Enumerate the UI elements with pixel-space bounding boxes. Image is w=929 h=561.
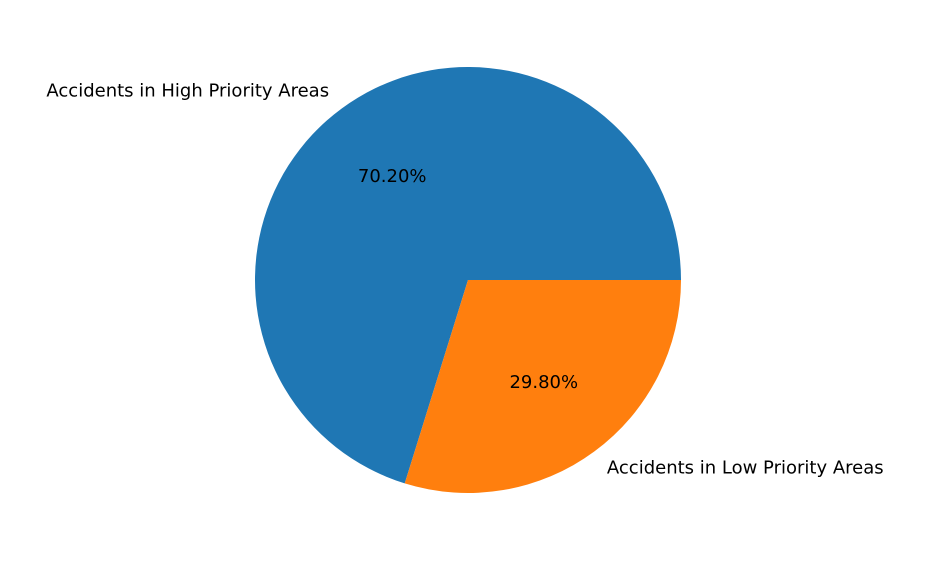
slice-percent-label: 29.80% [509, 372, 578, 393]
pie-slice-low-priority [404, 280, 681, 494]
slice-category-label: Accidents in High Priority Areas [46, 80, 329, 101]
pie-labels: Accidents in High Priority Areas 70.20% Ac… [46, 80, 883, 478]
slice-category-label: Accidents in Low Priority Areas [607, 458, 884, 479]
pie-slices [255, 67, 681, 494]
pie-slice-high-priority [255, 67, 681, 484]
slice-percent-label: 70.20% [358, 166, 427, 187]
